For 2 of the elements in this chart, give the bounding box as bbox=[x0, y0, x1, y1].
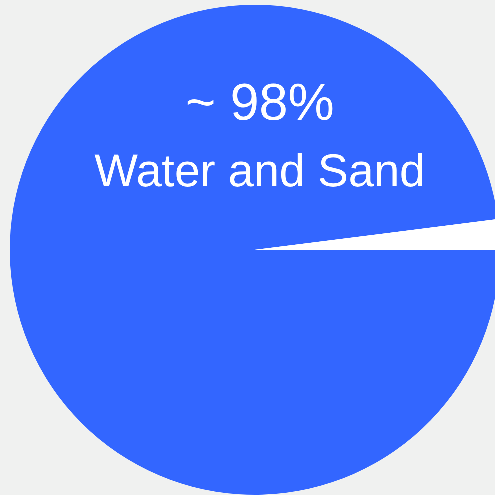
slice-label: Water and Sand bbox=[94, 144, 426, 197]
data-label: ~ 98% bbox=[186, 74, 334, 132]
